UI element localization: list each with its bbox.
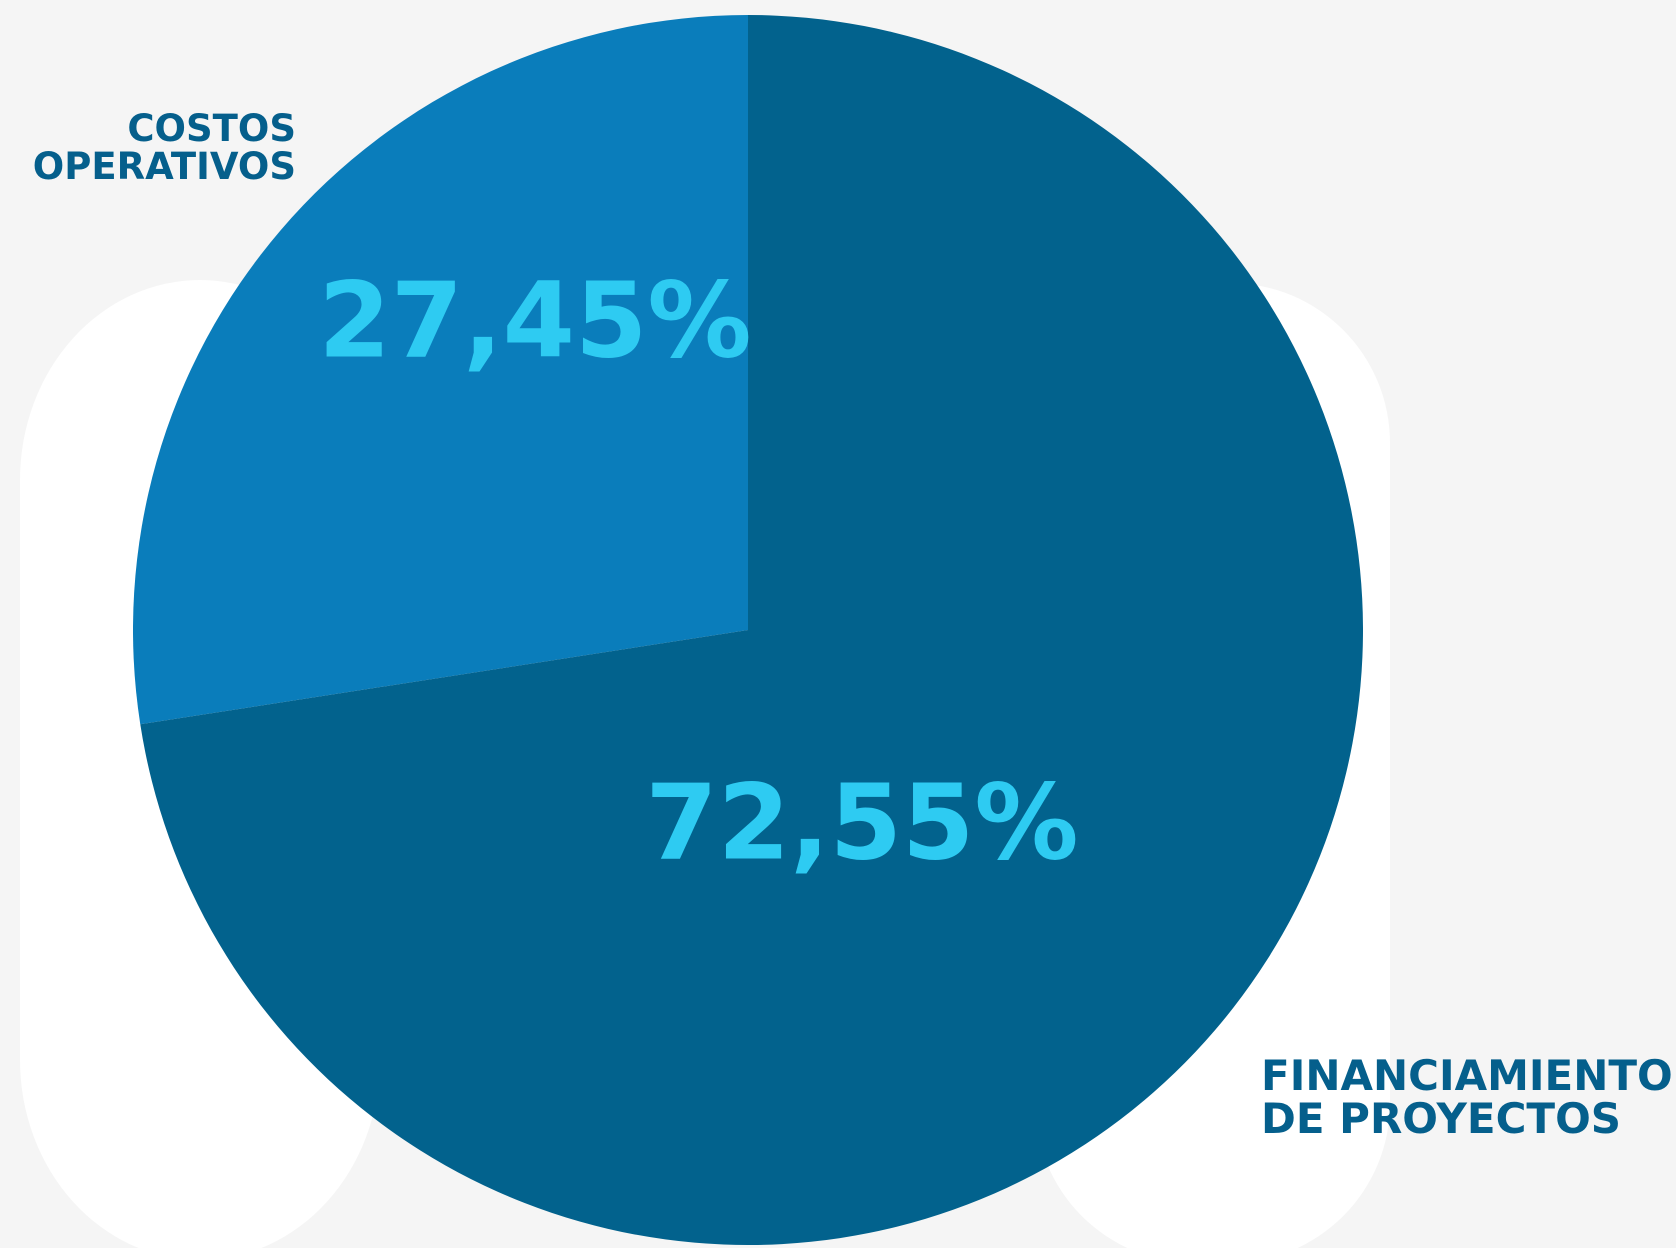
category-label: FINANCIAMIENTO DE PROYECTOS [1261,1051,1673,1143]
category-label: COSTOS OPERATIVOS [32,107,296,188]
pie [133,15,1363,1245]
value-label: 27,45% [318,259,751,381]
pie-slice [140,15,1363,1245]
pie-slice [133,15,749,725]
value-label: 72,55% [645,761,1078,883]
